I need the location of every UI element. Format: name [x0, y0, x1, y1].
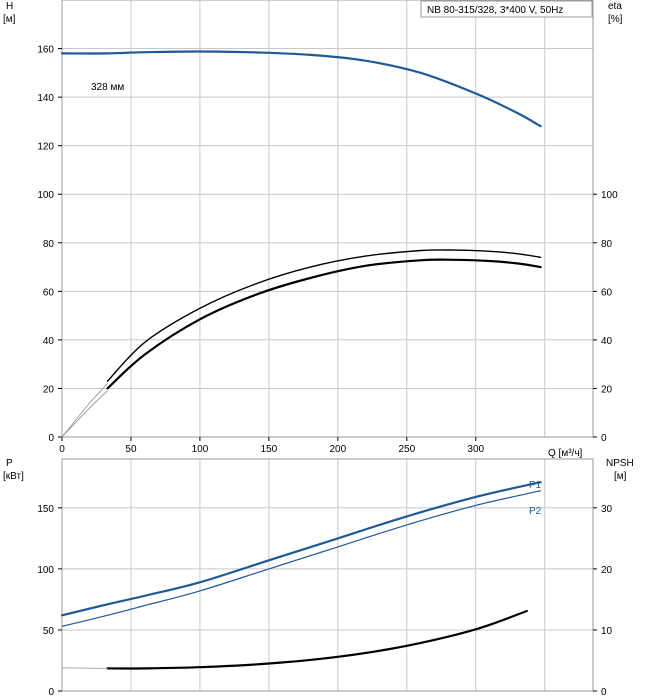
x-tick-label: 100 [192, 444, 209, 455]
top-right-tick-label: 40 [601, 336, 613, 347]
bottom-series [60, 481, 542, 670]
top-right-tick-label: 60 [601, 287, 613, 298]
top-left-tick-label: 140 [37, 93, 54, 104]
bot-left-tick-label: 150 [37, 504, 54, 515]
top-plot-frame [61, 0, 594, 438]
bottom-left-tick-labels: 0 50 100 150 [37, 504, 62, 698]
top-right-tick-label: 20 [601, 384, 613, 395]
bottom-right-axis-unit: [м] [614, 471, 627, 482]
bot-series-line-0 [60, 481, 542, 617]
top-left-tick-label: 120 [37, 142, 54, 153]
top-left-tick-label: 0 [48, 433, 54, 444]
pump-label-box [420, 0, 593, 18]
bottom-left-axis-label: P [6, 458, 13, 469]
x-tick-label: 300 [467, 444, 484, 455]
p2-series-label: P2 [529, 506, 542, 517]
top-right-axis-label: eta [608, 1, 622, 12]
head-efficiency-panel: 0 20 40 60 80 100 120 140 160 0 20 40 60 80 100 0 50 10… [3, 0, 623, 459]
bottom-grid [62, 459, 593, 691]
p1-series-label: P1 [529, 480, 542, 491]
bot-left-tick-label: 50 [43, 626, 55, 637]
top-right-tick-labels: 0 20 40 60 80 100 [593, 190, 618, 444]
pump-label-text: NB 80-315/328, 3*400 V, 50Hz [427, 5, 563, 16]
bot-series-line-1 [61, 490, 542, 627]
top-series-line-4 [61, 390, 108, 438]
top-series [60, 50, 542, 438]
bottom-right-axis-label: NPSH [606, 458, 634, 469]
top-left-tick-label: 60 [43, 287, 55, 298]
top-left-axis-label: H [6, 1, 13, 12]
bot-right-tick-label: 10 [601, 626, 613, 637]
top-grid [62, 0, 593, 437]
top-series-line-2 [106, 258, 542, 390]
bot-right-tick-label: 0 [601, 687, 607, 698]
top-right-tick-label: 80 [601, 239, 613, 250]
bot-left-tick-label: 100 [37, 565, 54, 576]
bottom-left-axis-unit: [кВт] [3, 471, 24, 482]
bottom-plot-frame [61, 458, 594, 692]
top-series-line-3 [61, 383, 108, 438]
bottom-right-tick-labels: 0 10 20 30 [593, 504, 613, 698]
top-series-line-1 [106, 249, 542, 382]
bot-right-tick-label: 20 [601, 565, 613, 576]
bot-series-line-3 [61, 667, 108, 669]
x-tick-label: 0 [59, 444, 65, 455]
x-axis-label: Q [м³/ч] [548, 448, 583, 459]
x-tick-labels: 0 50 100 150 200 250 300 [59, 437, 485, 455]
top-left-tick-label: 80 [43, 239, 55, 250]
top-left-tick-labels: 0 20 40 60 80 100 120 140 160 [37, 45, 62, 444]
top-left-axis-unit: [м] [3, 14, 16, 25]
impeller-diameter-label: 328 мм [91, 82, 124, 93]
top-right-tick-label: 0 [601, 433, 607, 444]
x-tick-label: 150 [261, 444, 278, 455]
top-right-axis-unit: [%] [608, 14, 623, 25]
top-left-tick-label: 20 [43, 384, 55, 395]
bot-right-tick-label: 30 [601, 504, 613, 515]
top-series-line-0 [60, 50, 542, 128]
bot-series-line-2 [106, 609, 528, 670]
top-right-tick-label: 100 [601, 190, 618, 201]
x-tick-label: 200 [330, 444, 347, 455]
top-left-tick-label: 160 [37, 45, 54, 56]
top-left-tick-label: 40 [43, 336, 55, 347]
bot-left-tick-label: 0 [48, 687, 54, 698]
x-tick-label: 50 [125, 444, 137, 455]
x-tick-label: 250 [398, 444, 415, 455]
top-left-tick-label: 100 [37, 190, 54, 201]
power-npsh-panel: 0 50 100 150 0 10 20 30 P [кВт] NPSH [м] P1 P2 [3, 458, 634, 698]
